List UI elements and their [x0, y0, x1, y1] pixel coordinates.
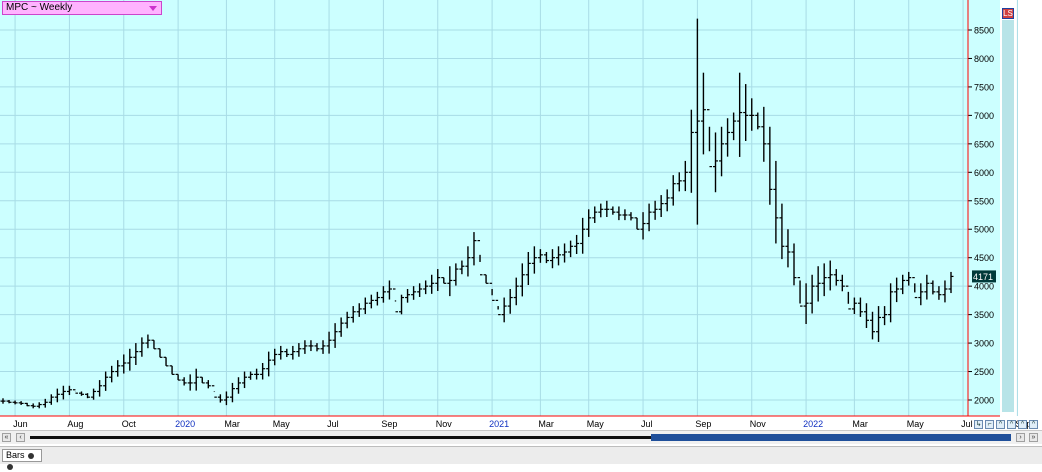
- y-tick-label: 2000: [974, 396, 994, 406]
- y-tick-label: 2500: [974, 367, 994, 377]
- nav-zoom-icon[interactable]: ^: [1007, 420, 1016, 429]
- bars-tab[interactable]: Bars: [2, 449, 42, 470]
- scale-toggle-button[interactable]: LS: [1002, 8, 1014, 19]
- scroll-thumb[interactable]: [651, 434, 1011, 441]
- x-tick-label: 2021: [489, 419, 509, 429]
- x-tick-label: Oct: [122, 419, 137, 429]
- x-tick-label: Jul: [961, 419, 973, 429]
- status-bar: Bars: [0, 446, 1042, 470]
- x-tick-label: Nov: [750, 419, 767, 429]
- x-tick-label: Mar: [538, 419, 554, 429]
- scroll-first-icon[interactable]: «: [2, 433, 11, 442]
- scroll-track[interactable]: [30, 436, 1010, 439]
- symbol-selector[interactable]: MPC ~ Weekly: [2, 1, 162, 15]
- y-tick-label: 6000: [974, 168, 994, 178]
- x-tick-label: 2022: [803, 419, 823, 429]
- series-dot-icon: [28, 452, 35, 459]
- last-price-label: 4171: [973, 272, 993, 282]
- x-tick-label: Aug: [67, 419, 83, 429]
- horizontal-scrollbar[interactable]: « ‹ › »: [0, 430, 1042, 444]
- y-tick-label: 5000: [974, 225, 994, 235]
- x-tick-label: Nov: [436, 419, 453, 429]
- x-tick-label: 2020: [175, 419, 195, 429]
- y-tick-label: 7500: [974, 82, 994, 92]
- x-tick-label: May: [273, 419, 291, 429]
- x-tick-label: Mar: [224, 419, 240, 429]
- last-price-box: [972, 270, 996, 283]
- x-tick-label: Jun: [13, 419, 28, 429]
- x-tick-label: Mar: [852, 419, 868, 429]
- y-tick-label: 7000: [974, 111, 994, 121]
- scroll-last-icon[interactable]: »: [1029, 433, 1038, 442]
- nav-start-icon[interactable]: ↳: [974, 420, 983, 429]
- y-tick-label: 4000: [974, 282, 994, 292]
- x-tick-label: Jul: [641, 419, 653, 429]
- x-tick-label: Sep: [381, 419, 397, 429]
- plot-background: [0, 0, 968, 416]
- scroll-left-icon[interactable]: ‹: [16, 433, 25, 442]
- price-chart[interactable]: 2000 2500 3000 3500 4000 4500 5000 5500 6000 6500…: [0, 0, 1042, 430]
- y-tick-label: 8500: [974, 26, 994, 36]
- x-tick-label: Jul: [327, 419, 339, 429]
- y-tick-label: 3000: [974, 339, 994, 349]
- series-dot-icon: [7, 463, 13, 470]
- nav-page-icon[interactable]: ⌐: [985, 420, 994, 429]
- nav-up-icon[interactable]: ^: [996, 420, 1005, 429]
- price-axis-background: [968, 0, 1000, 416]
- y-tick-label: 8000: [974, 54, 994, 64]
- nav-expand-icon[interactable]: ^: [1018, 420, 1027, 429]
- dropdown-arrow-icon[interactable]: [149, 6, 157, 11]
- bars-tab-label: Bars: [6, 450, 25, 460]
- nav-end-icon[interactable]: ^: [1029, 420, 1038, 429]
- scale-strip[interactable]: [1002, 20, 1014, 412]
- y-tick-label: 4500: [974, 253, 994, 263]
- symbol-label: MPC ~ Weekly: [6, 2, 73, 13]
- x-tick-label: Sep: [695, 419, 711, 429]
- x-tick-label: May: [907, 419, 925, 429]
- x-tick-label: May: [587, 419, 605, 429]
- chart-area[interactable]: 2000 2500 3000 3500 4000 4500 5000 5500 6000 6500…: [0, 0, 1042, 430]
- y-tick-label: 3500: [974, 310, 994, 320]
- y-tick-label: 5500: [974, 196, 994, 206]
- y-tick-label: 6500: [974, 139, 994, 149]
- scroll-right-icon[interactable]: ›: [1016, 433, 1025, 442]
